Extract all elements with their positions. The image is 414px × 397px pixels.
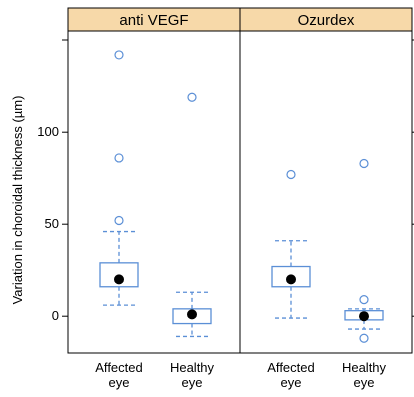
y-axis: 0 50 100 (37, 39, 414, 323)
outlier-point (359, 333, 369, 343)
panel-2: Ozurdex Affected eye Healthy eye (239, 7, 413, 390)
median-dot (286, 274, 296, 285)
median-dot (114, 274, 124, 285)
x-tick-label: Affected eye (95, 360, 142, 390)
outlier-point (359, 158, 369, 169)
panel-strip-label: anti VEGF (119, 12, 188, 29)
box-group (344, 158, 384, 343)
y-tick-label: 100 (37, 124, 59, 139)
x-tick-label: Healthy eye (170, 360, 215, 390)
y-axis-title: Variation in choroidal thickness (µm) (10, 96, 25, 305)
panel-frame (239, 30, 413, 354)
outlier-point (114, 153, 124, 163)
panels-layer: anti VEGF Affected eye Healthy eye Ozurdex Aff… (67, 7, 413, 390)
outlier-point (286, 169, 296, 180)
box-iqr (99, 262, 139, 288)
outlier-point (187, 92, 197, 102)
y-tick-label: 0 (52, 308, 59, 323)
box-iqr (172, 308, 212, 325)
panel-1: anti VEGF Affected eye Healthy eye (67, 7, 241, 390)
panel-strip-label: Ozurdex (298, 12, 355, 29)
x-tick-label: Healthy eye (342, 360, 387, 390)
box-group (99, 50, 139, 306)
y-tick-label: 50 (45, 216, 59, 231)
panel-frame (67, 30, 241, 354)
outlier-point (114, 215, 124, 226)
median-dot (187, 309, 197, 320)
box-iqr (271, 265, 311, 288)
box-group (172, 92, 212, 338)
outlier-point (114, 50, 124, 60)
median-dot (359, 311, 369, 322)
x-tick-label: Affected eye (267, 360, 314, 390)
outlier-point (359, 295, 369, 305)
box-group (271, 169, 311, 319)
